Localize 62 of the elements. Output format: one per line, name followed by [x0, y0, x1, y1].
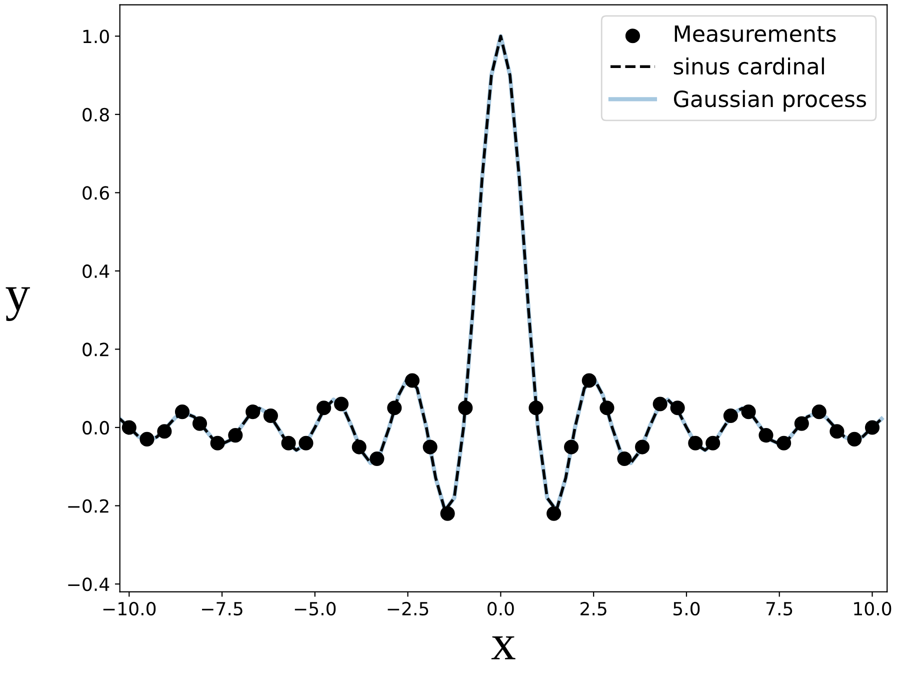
point [370, 451, 384, 466]
legend-label: sinus cardinal [674, 57, 824, 75]
point [174, 404, 190, 420]
point [723, 408, 738, 424]
point [122, 420, 136, 435]
point [263, 408, 278, 424]
point [617, 451, 632, 466]
point [741, 404, 756, 420]
x-tick-label: −5.0 [294, 602, 336, 616]
point [246, 404, 260, 420]
x-tick-label: −10.0 [103, 602, 156, 616]
y-tick-label: −0.2 [68, 499, 108, 513]
y-tick-label: 0.0 [82, 420, 109, 435]
point [334, 396, 349, 412]
point [706, 436, 720, 450]
point [758, 428, 774, 443]
point [652, 396, 668, 412]
point [564, 440, 579, 454]
y-axis-title: y [6, 287, 30, 322]
x-tick-label: 0.0 [488, 602, 514, 616]
point [458, 400, 473, 416]
y-tick-label: 0.2 [82, 342, 108, 356]
x-tick-label: 2.5 [580, 602, 606, 616]
point [140, 432, 154, 446]
y-tick-label: 0.6 [82, 186, 109, 200]
point [210, 436, 225, 450]
point [670, 400, 685, 416]
point [634, 440, 650, 454]
x-tick-label: 5.0 [674, 602, 700, 616]
point [794, 416, 809, 431]
x-tick-label: 7.5 [766, 602, 792, 616]
point [600, 400, 614, 416]
y-tick-label: 1.0 [83, 30, 109, 44]
x-tick-label: −2.5 [388, 602, 428, 616]
y-tick-label: 0.8 [82, 108, 109, 122]
point [440, 506, 455, 521]
x-tick-label: −7.5 [202, 602, 242, 616]
point [546, 506, 562, 521]
legend-label: Gaussian process [674, 90, 866, 112]
point [352, 440, 366, 454]
y-tick-label: −0.4 [68, 577, 110, 592]
point [316, 400, 332, 416]
point [387, 400, 402, 416]
point [864, 420, 880, 435]
point [228, 428, 243, 443]
y-tick-label: 0.4 [82, 264, 110, 278]
point [281, 436, 296, 450]
point [192, 416, 208, 431]
point [830, 424, 844, 439]
point [157, 424, 172, 439]
point [688, 436, 703, 450]
x-axis-title: x [491, 636, 516, 660]
point [528, 400, 544, 416]
point [776, 436, 792, 450]
point [582, 373, 596, 388]
point [404, 373, 420, 388]
legend-label: Measurements [674, 26, 836, 42]
x-tick-label: 10.0 [854, 602, 892, 616]
point [298, 436, 314, 450]
point [422, 440, 438, 454]
point [847, 432, 862, 446]
point [812, 404, 826, 420]
